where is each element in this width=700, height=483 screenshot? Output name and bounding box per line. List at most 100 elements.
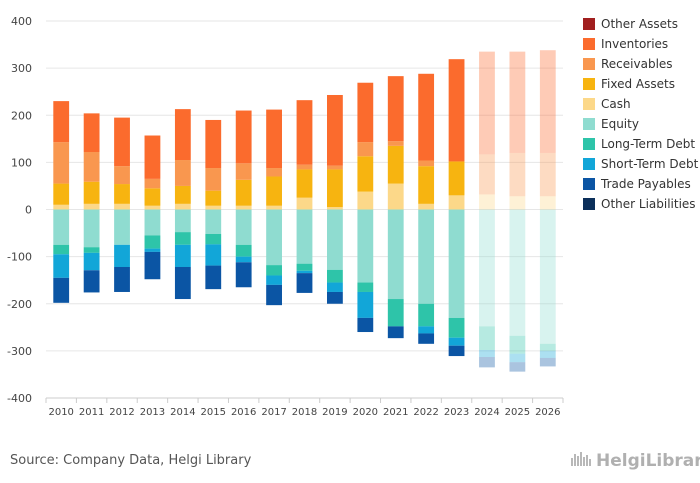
bar-segment xyxy=(296,263,313,271)
bar-segment xyxy=(174,109,191,161)
x-tick-label: 2018 xyxy=(292,407,317,418)
bar-segment xyxy=(83,203,100,210)
bar-segment xyxy=(266,168,282,177)
bar-segment xyxy=(53,183,70,205)
bar-segment xyxy=(205,234,222,245)
bar-segment xyxy=(296,164,313,170)
bar-segment xyxy=(357,282,374,292)
bar-segment xyxy=(327,207,343,210)
bar-segment xyxy=(114,117,130,167)
bar-segment xyxy=(235,262,252,288)
x-tick-label: 2016 xyxy=(231,407,256,418)
bar-segment xyxy=(448,195,465,210)
bar-segment xyxy=(387,76,404,142)
bar-segment xyxy=(327,94,343,166)
bar-segment xyxy=(114,266,130,292)
bar-segment xyxy=(83,247,100,253)
x-tick-label: 2014 xyxy=(170,407,195,418)
bar-segment xyxy=(266,109,282,169)
legend-label: Trade Payables xyxy=(600,177,691,191)
legend-label: Fixed Assets xyxy=(601,77,675,91)
legend-label: Long-Term Debt xyxy=(601,137,695,151)
bar-segment xyxy=(509,196,526,210)
bar-segment xyxy=(296,100,313,165)
x-tick-label: 2010 xyxy=(48,407,73,418)
bar-segment xyxy=(83,181,100,204)
legend-swatch xyxy=(583,118,595,130)
bar-segment xyxy=(387,141,404,146)
bar-segment xyxy=(357,82,374,143)
bar-segment xyxy=(53,244,70,255)
bar-segment xyxy=(266,176,282,206)
bar-segment xyxy=(174,266,191,300)
bar-segment xyxy=(144,205,161,210)
legend-label: Receivables xyxy=(601,57,673,71)
bar-segment xyxy=(296,169,313,198)
y-tick-label: -400 xyxy=(7,392,32,405)
bar-segment xyxy=(479,349,495,357)
bar-segment xyxy=(235,244,252,257)
bar-segment xyxy=(418,333,435,344)
bar-segment xyxy=(509,209,526,336)
bar-segment xyxy=(296,273,313,293)
x-tick-label: 2012 xyxy=(109,407,134,418)
legend-swatch xyxy=(583,38,595,50)
y-axis-ticks: -400 -300 -200 -100 0 100 200 300 400 xyxy=(7,15,32,405)
bar-segment xyxy=(83,252,100,271)
legend-swatch xyxy=(583,98,595,110)
bar-segment xyxy=(327,169,343,208)
bar-segment xyxy=(53,204,70,210)
bar-segment xyxy=(479,154,495,195)
bar-segment xyxy=(235,179,252,206)
y-tick-label: 0 xyxy=(25,204,32,217)
x-tick-label: 2025 xyxy=(505,407,530,418)
bar-segment xyxy=(144,135,161,179)
bar-segment xyxy=(418,160,435,167)
bar-segment xyxy=(53,142,70,184)
bar-segment xyxy=(418,166,435,204)
bar-segment xyxy=(144,209,161,236)
bar-segment xyxy=(266,209,282,266)
legend-swatch xyxy=(583,58,595,70)
legend-swatch xyxy=(583,158,595,170)
bar-segment xyxy=(539,343,556,351)
bar-segment xyxy=(114,166,130,185)
bar-segment xyxy=(235,256,252,263)
bar-segment xyxy=(448,337,465,346)
bar-segment xyxy=(418,326,435,334)
bar-segment xyxy=(114,203,130,210)
x-tick-label: 2020 xyxy=(353,407,378,418)
bar-segment xyxy=(205,205,222,210)
bar-segment xyxy=(357,209,374,283)
bar-segment xyxy=(205,168,222,191)
bar-segment xyxy=(418,203,435,210)
legend-swatch xyxy=(583,198,595,210)
bar-segment xyxy=(144,178,161,189)
bar-segment xyxy=(448,317,465,338)
bar-segment xyxy=(144,235,161,249)
y-tick-label: -100 xyxy=(7,251,32,264)
bar-segment xyxy=(266,284,282,306)
bar-segment xyxy=(235,205,252,210)
legend-swatch xyxy=(583,178,595,190)
bar-segment xyxy=(174,244,191,267)
bar-segment xyxy=(448,345,465,357)
bar-segment xyxy=(205,119,222,169)
y-tick-label: -200 xyxy=(7,298,32,311)
legend: Other Assets Inventories Receivables Fixed … xyxy=(583,17,699,211)
bar-segment xyxy=(357,317,374,333)
bar-segment xyxy=(83,152,100,182)
bars xyxy=(53,50,556,372)
bar-segment xyxy=(387,209,404,300)
bar-segment xyxy=(418,209,435,304)
x-axis-ticks: 2010 2011 2012 2013 2014 2015 2016 2017 2018 2019… xyxy=(45,398,564,418)
bar-segment xyxy=(53,209,70,245)
bar-segment xyxy=(114,244,130,267)
bar-segment xyxy=(296,270,313,274)
bar-segment xyxy=(235,163,252,180)
y-tick-label: 200 xyxy=(11,109,32,122)
bar-segment xyxy=(509,353,526,363)
bar-segment xyxy=(266,205,282,210)
legend-label: Equity xyxy=(601,117,639,131)
